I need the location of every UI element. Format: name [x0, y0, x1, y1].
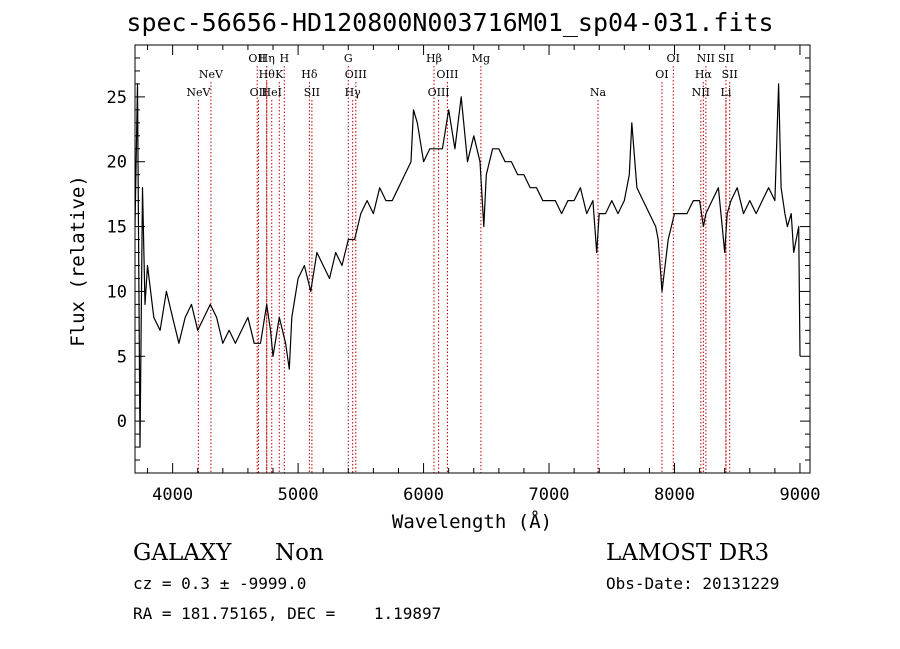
chart-title: spec-56656-HD120800N003716M01_sp04-031.f… [126, 8, 774, 37]
line-label-21: NII [697, 52, 715, 65]
y-tick-label-15: 15 [107, 218, 127, 238]
x-tick-label-9000: 9000 [779, 485, 820, 505]
spectrum-series [134, 83, 801, 448]
line-label-25: SII [722, 68, 738, 81]
x-tick-label-8000: 8000 [654, 485, 695, 505]
line-label-12: OIII [345, 68, 367, 81]
y-tick-label-5: 5 [117, 347, 127, 367]
x-tick-label-5000: 5000 [278, 485, 319, 505]
object-subclass: Non [275, 540, 324, 566]
line-label-20: OI [655, 68, 668, 81]
survey-name: LAMOST DR3 [606, 540, 770, 566]
x-tick-label-7000: 7000 [529, 485, 570, 505]
line-label-24: SII [718, 52, 734, 65]
y-tick-label-0: 0 [117, 412, 127, 432]
line-label-4: Hη [259, 52, 275, 65]
line-label-2: OII [248, 52, 266, 65]
line-label-5: Hθ [259, 68, 276, 81]
line-label-17: Mg [472, 52, 490, 65]
emission-line-markers [197, 66, 731, 473]
line-label-16: OIII [428, 86, 450, 99]
coordinates: RA = 181.75165, DEC = 1.19897 [133, 604, 442, 623]
line-label-6: HeI [262, 86, 282, 99]
line-label-8: K [275, 68, 284, 81]
line-label-13: Hγ [345, 86, 362, 99]
line-label-7: H [280, 52, 290, 65]
cz-value: cz = 0.3 ± -9999.0 [133, 574, 307, 593]
line-label-23: NII [692, 86, 710, 99]
plot-frame [134, 44, 811, 474]
line-label-0: NeV [186, 86, 211, 99]
x-tick-label-6000: 6000 [403, 485, 444, 505]
line-label-14: Hβ [426, 52, 442, 65]
line-label-18: Na [590, 86, 607, 99]
y-tick-label-20: 20 [107, 153, 127, 173]
line-label-3: OII [250, 86, 268, 99]
series-line-spectrum [134, 83, 801, 448]
object-class: GALAXY [133, 540, 232, 566]
y-tick-label-25: 25 [107, 88, 127, 108]
line-label-15: OIII [436, 68, 458, 81]
axes: 4000 5000 6000 7000 8000 9000 0 5 10 15 20 25 [107, 44, 820, 505]
y-tick-label-10: 10 [107, 282, 127, 302]
line-label-26: Li [721, 86, 732, 99]
x-tick-label-4000: 4000 [152, 485, 193, 505]
obs-date: Obs-Date: 20131229 [606, 574, 780, 593]
y-axis-label: Flux (relative) [67, 175, 89, 347]
line-label-10: SII [304, 86, 320, 99]
line-label-1: NeV [199, 68, 224, 81]
line-label-19: OI [667, 52, 680, 65]
line-label-9: Hδ [301, 68, 318, 81]
line-label-22: Hα [695, 68, 713, 81]
x-axis-label: Wavelength (Å) [392, 510, 552, 533]
line-label-11: G [344, 52, 353, 65]
